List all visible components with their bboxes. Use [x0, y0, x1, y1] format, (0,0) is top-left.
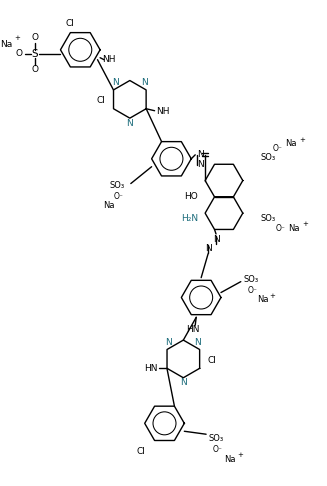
Text: Na: Na	[103, 201, 115, 210]
Text: SO₃: SO₃	[261, 153, 276, 162]
Text: Cl: Cl	[208, 356, 216, 365]
Text: SO₃: SO₃	[209, 434, 224, 443]
Text: Na: Na	[257, 295, 268, 304]
Text: O: O	[31, 34, 38, 42]
Text: N: N	[165, 338, 172, 347]
Text: N: N	[141, 78, 147, 87]
Text: O⁻: O⁻	[275, 224, 285, 232]
Text: +: +	[14, 35, 20, 41]
Text: N: N	[127, 119, 133, 128]
Text: +: +	[302, 221, 308, 227]
Text: N: N	[213, 235, 219, 244]
Text: Cl: Cl	[66, 18, 75, 28]
Text: Na: Na	[285, 139, 297, 148]
Text: N: N	[197, 150, 203, 159]
Text: N: N	[112, 78, 119, 87]
Text: N: N	[194, 338, 201, 347]
Text: Na: Na	[0, 40, 12, 50]
Text: Cl: Cl	[97, 96, 106, 105]
Text: O⁻: O⁻	[114, 192, 124, 201]
Text: H₂N: H₂N	[181, 214, 198, 223]
Text: N: N	[180, 378, 187, 387]
Text: SO₃: SO₃	[261, 214, 276, 223]
Text: O⁻: O⁻	[272, 144, 283, 154]
Text: O: O	[31, 65, 38, 74]
Text: +: +	[299, 137, 305, 143]
Text: Cl: Cl	[136, 447, 145, 455]
Text: HO: HO	[184, 192, 198, 202]
Text: S: S	[31, 49, 38, 59]
Text: NH: NH	[156, 107, 169, 116]
Text: HN: HN	[144, 364, 157, 373]
Text: NH: NH	[102, 55, 116, 64]
Text: Na: Na	[288, 224, 300, 232]
Text: SO₃: SO₃	[243, 275, 258, 284]
Text: SO₃: SO₃	[109, 181, 125, 190]
Text: O⁻: O⁻	[248, 286, 258, 295]
Text: N: N	[197, 160, 203, 169]
Text: +: +	[237, 452, 243, 458]
Text: O⁻: O⁻	[213, 445, 223, 453]
Text: Na: Na	[224, 454, 236, 464]
Text: O: O	[15, 49, 22, 58]
Text: N: N	[205, 244, 212, 253]
Text: +: +	[269, 293, 275, 298]
Text: HN: HN	[186, 325, 200, 334]
